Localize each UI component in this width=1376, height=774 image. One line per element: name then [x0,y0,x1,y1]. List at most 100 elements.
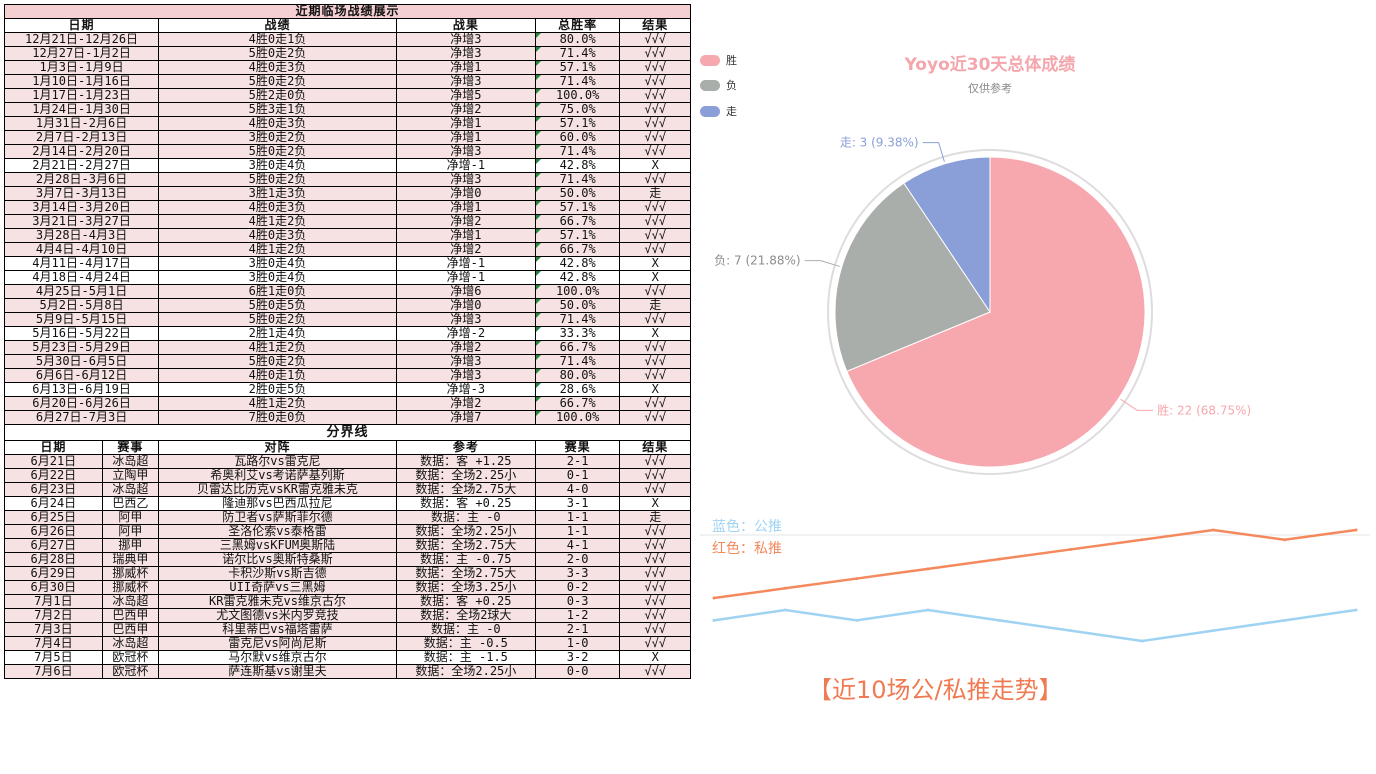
cell-match[interactable]: KR雷克雅未克vs维京古尔 [158,594,397,609]
cell-league[interactable]: 巴西甲 [101,622,160,637]
cell-date[interactable]: 7月3日 [4,622,103,637]
cell-gain[interactable]: 净增6 [395,284,536,299]
cell-result[interactable]: X [619,256,691,271]
cell-result[interactable]: √√√ [619,242,691,257]
cell-record[interactable]: 3胜0走4负 [158,158,397,173]
cell-ref[interactable]: 数据：主 -0 [395,622,536,637]
cell-record[interactable]: 4胜0走3负 [158,60,397,75]
cell-league[interactable]: 阿甲 [101,510,160,525]
cell-result[interactable]: X [619,158,691,173]
cell-date[interactable]: 5月16日-5月22日 [3,326,160,341]
cell-date[interactable]: 7月6日 [4,664,103,679]
cell-date[interactable]: 3月14日-3月20日 [3,200,160,215]
cell-score[interactable]: 3-1 [534,496,621,511]
cell-result[interactable]: √√√ [619,354,691,369]
cell-result[interactable]: 走 [619,298,691,313]
cell-record[interactable]: 6胜1走0负 [158,284,397,299]
cell-record[interactable]: 3胜0走4负 [158,270,397,285]
cell-score[interactable]: 2-1 [534,622,621,637]
cell-result[interactable]: √√√ [619,312,691,327]
cell-ref[interactable]: 数据：全场2.25小 [395,524,536,539]
cell-gain[interactable]: 净增2 [395,102,536,117]
cell-date[interactable]: 5月23日-5月29日 [3,340,160,355]
cell-gain[interactable]: 净增2 [395,242,536,257]
cell-result[interactable]: X [619,326,691,341]
cell-rate[interactable]: 57.1% [534,116,621,131]
cell-rate[interactable]: 66.7% [534,242,621,257]
cell-gain[interactable]: 净增2 [395,340,536,355]
cell-record[interactable]: 2胜1走4负 [158,326,397,341]
cell-gain[interactable]: 净增3 [395,172,536,187]
cell-score[interactable]: 0-0 [534,664,621,679]
cell-date[interactable]: 6月27日-7月3日 [3,410,160,425]
cell-record[interactable]: 4胜0走3负 [158,200,397,215]
cell-record[interactable]: 4胜1走2负 [158,340,397,355]
cell-rate[interactable]: 50.0% [534,186,621,201]
cell-league[interactable]: 冰岛超 [101,454,160,469]
legend-item-win[interactable]: 胜 [700,52,737,68]
cell-gain[interactable]: 净增1 [395,200,536,215]
cell-result[interactable]: √√√ [619,102,691,117]
cell-record[interactable]: 5胜3走1负 [158,102,397,117]
cell-record[interactable]: 5胜0走5负 [158,298,397,313]
cell-rate[interactable]: 80.0% [534,368,621,383]
cell-rate[interactable]: 57.1% [534,200,621,215]
cell-rate[interactable]: 100.0% [534,410,621,425]
cell-result[interactable]: √√√ [619,580,691,595]
cell-ref[interactable]: 数据：客 +0.25 [395,594,536,609]
cell-date[interactable]: 6月24日 [4,496,103,511]
cell-score[interactable]: 4-1 [534,538,621,553]
cell-match[interactable]: 诺尔比vs奥斯特桑斯 [158,552,397,567]
cell-ref[interactable]: 数据：全场2.75大 [395,566,536,581]
cell-score[interactable]: 1-2 [534,608,621,623]
cell-rate[interactable]: 50.0% [534,298,621,313]
cell-date[interactable]: 6月21日 [4,454,103,469]
cell-gain[interactable]: 净增0 [395,298,536,313]
cell-rate[interactable]: 57.1% [534,228,621,243]
cell-match[interactable]: 马尔默vs维京古尔 [158,650,397,665]
cell-date[interactable]: 3月21日-3月27日 [3,214,160,229]
cell-date[interactable]: 5月9日-5月15日 [3,312,160,327]
cell-ref[interactable]: 数据：全场2.25小 [395,664,536,679]
cell-date[interactable]: 6月20日-6月26日 [3,396,160,411]
cell-match[interactable]: 科里蒂巴vs福塔雷萨 [158,622,397,637]
cell-rate[interactable]: 42.8% [534,256,621,271]
cell-result[interactable]: √√√ [619,46,691,61]
cell-rate[interactable]: 66.7% [534,340,621,355]
cell-match[interactable]: UII奇萨vs三黑姆 [158,580,397,595]
cell-record[interactable]: 5胜0走2负 [158,354,397,369]
cell-result[interactable]: √√√ [619,552,691,567]
cell-result[interactable]: √√√ [619,284,691,299]
cell-gain[interactable]: 净增1 [395,130,536,145]
cell-score[interactable]: 0-1 [534,468,621,483]
cell-result[interactable]: X [619,496,691,511]
cell-date[interactable]: 6月30日 [4,580,103,595]
cell-result[interactable]: √√√ [619,396,691,411]
cell-rate[interactable]: 100.0% [534,284,621,299]
cell-result[interactable]: √√√ [619,524,691,539]
cell-record[interactable]: 4胜0走1负 [158,32,397,47]
cell-score[interactable]: 4-0 [534,482,621,497]
cell-result[interactable]: √√√ [619,116,691,131]
cell-record[interactable]: 4胜1走2负 [158,242,397,257]
cell-gain[interactable]: 净增3 [395,354,536,369]
cell-league[interactable]: 欧冠杯 [101,650,160,665]
cell-gain[interactable]: 净增-3 [395,382,536,397]
cell-score[interactable]: 0-3 [534,594,621,609]
cell-rate[interactable]: 71.4% [534,172,621,187]
cell-result[interactable]: √√√ [619,566,691,581]
cell-date[interactable]: 6月29日 [4,566,103,581]
cell-date[interactable]: 7月5日 [4,650,103,665]
cell-league[interactable]: 欧冠杯 [101,664,160,679]
cell-gain[interactable]: 净增3 [395,74,536,89]
cell-ref[interactable]: 数据：主 -0.75 [395,552,536,567]
cell-date[interactable]: 6月28日 [4,552,103,567]
cell-record[interactable]: 4胜0走3负 [158,116,397,131]
legend-item-loss[interactable]: 负 [700,77,737,93]
cell-rate[interactable]: 66.7% [534,396,621,411]
cell-date[interactable]: 5月2日-5月8日 [3,298,160,313]
cell-rate[interactable]: 80.0% [534,32,621,47]
cell-record[interactable]: 5胜0走2负 [158,144,397,159]
cell-rate[interactable]: 71.4% [534,74,621,89]
cell-result[interactable]: √√√ [619,410,691,425]
